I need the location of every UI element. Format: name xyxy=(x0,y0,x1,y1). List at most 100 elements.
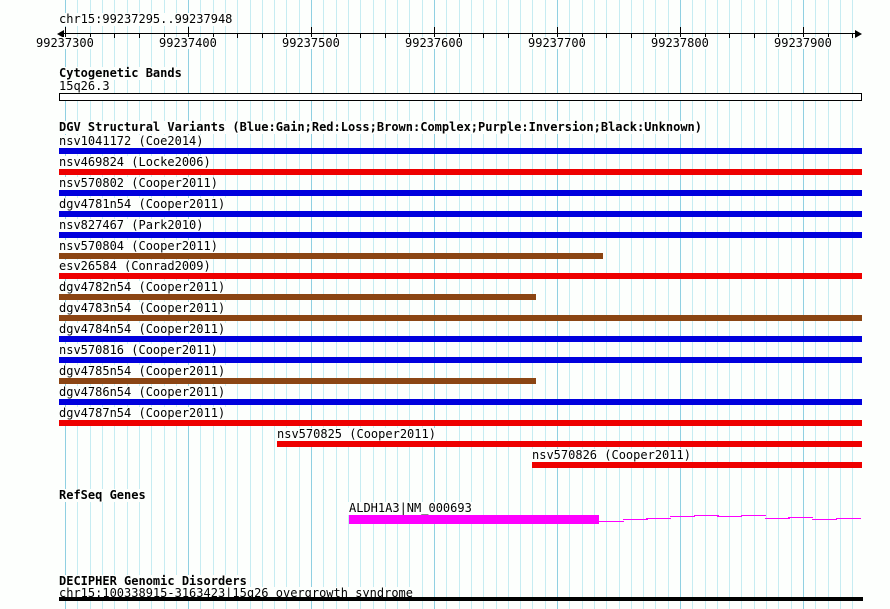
ruler-right-arrow-icon xyxy=(855,30,862,38)
ruler-minor-tick xyxy=(213,33,214,38)
grid-line-minor xyxy=(766,0,767,609)
variant-label[interactable]: dgv4785n54 (Cooper2011) xyxy=(58,364,227,378)
grid-line-minor xyxy=(840,0,841,609)
variant-bar[interactable] xyxy=(59,315,862,321)
grid-line-minor xyxy=(409,0,410,609)
variant-label[interactable]: dgv4782n54 (Cooper2011) xyxy=(58,280,227,294)
gene-tail-line[interactable] xyxy=(670,516,695,517)
ruler-minor-tick xyxy=(532,33,533,38)
variant-label[interactable]: nsv469824 (Locke2006) xyxy=(58,155,212,169)
variant-bar[interactable] xyxy=(59,420,862,426)
grid-line-minor xyxy=(360,0,361,609)
ruler-minor-tick xyxy=(754,33,755,38)
variant-label[interactable]: esv26584 (Conrad2009) xyxy=(58,259,212,273)
variant-label[interactable]: nsv570816 (Cooper2011) xyxy=(58,343,219,357)
grid-line-major xyxy=(311,0,312,609)
ruler-minor-tick xyxy=(582,33,583,38)
variant-label[interactable]: dgv4787n54 (Cooper2011) xyxy=(58,406,227,420)
ruler-minor-tick xyxy=(508,33,509,38)
gene-label[interactable]: ALDH1A3|NM_000693 xyxy=(348,501,473,515)
ruler-minor-tick xyxy=(729,33,730,38)
grid-line-minor xyxy=(508,0,509,609)
gene-tail-line[interactable] xyxy=(812,519,837,520)
ruler-left-arrow-icon xyxy=(57,30,64,38)
gene-cds-bar[interactable] xyxy=(349,515,599,524)
grid-line-major xyxy=(557,0,558,609)
grid-line-minor xyxy=(815,0,816,609)
grid-line-minor xyxy=(385,0,386,609)
variant-label[interactable]: nsv827467 (Park2010) xyxy=(58,218,205,232)
ruler-minor-tick xyxy=(385,33,386,38)
variant-bar[interactable] xyxy=(59,378,536,384)
variant-label[interactable]: nsv570826 (Cooper2011) xyxy=(531,448,692,462)
ruler-minor-tick xyxy=(483,33,484,38)
grid-line-minor xyxy=(250,0,251,609)
grid-line-minor xyxy=(631,0,632,609)
variant-bar[interactable] xyxy=(59,336,862,342)
grid-line-minor xyxy=(496,0,497,609)
grid-line-minor xyxy=(692,0,693,609)
grid-line-minor xyxy=(422,0,423,609)
gene-tail-line[interactable] xyxy=(836,518,861,519)
grid-line-minor xyxy=(446,0,447,609)
variant-label[interactable]: dgv4784n54 (Cooper2011) xyxy=(58,322,227,336)
ruler-major-tick xyxy=(434,27,435,37)
grid-line-minor xyxy=(852,0,853,609)
variant-bar[interactable] xyxy=(59,357,862,363)
variant-bar[interactable] xyxy=(59,294,536,300)
grid-line-minor xyxy=(532,0,533,609)
gene-tail-line[interactable] xyxy=(599,521,624,522)
variant-bar[interactable] xyxy=(59,399,862,405)
gene-tail-line[interactable] xyxy=(741,515,766,516)
grid-line-minor xyxy=(262,0,263,609)
variant-label[interactable]: nsv570802 (Cooper2011) xyxy=(58,176,219,190)
variant-label[interactable]: nsv570804 (Cooper2011) xyxy=(58,239,219,253)
ruler-minor-tick xyxy=(778,33,779,38)
gene-tail-line[interactable] xyxy=(623,519,648,520)
variant-bar[interactable] xyxy=(59,148,862,154)
ruler-minor-tick xyxy=(286,33,287,38)
gene-tail-line[interactable] xyxy=(788,517,813,518)
grid-line-minor xyxy=(373,0,374,609)
grid-line-minor xyxy=(643,0,644,609)
ruler-minor-tick xyxy=(262,33,263,38)
ruler-minor-tick xyxy=(459,33,460,38)
grid-line-minor xyxy=(323,0,324,609)
grid-line-major xyxy=(680,0,681,609)
ruler-minor-tick xyxy=(114,33,115,38)
gene-tail-line[interactable] xyxy=(694,515,719,516)
variant-bar[interactable] xyxy=(277,441,862,447)
variant-label[interactable]: dgv4781n54 (Cooper2011) xyxy=(58,197,227,211)
variant-bar[interactable] xyxy=(59,273,862,279)
cytoband-box xyxy=(59,93,862,101)
grid-line-minor xyxy=(754,0,755,609)
section-header-decipher: DECIPHER Genomic Disorders xyxy=(58,574,248,588)
variant-bar[interactable] xyxy=(59,169,862,175)
grid-line-minor xyxy=(397,0,398,609)
ruler-minor-tick xyxy=(828,33,829,38)
variant-bar[interactable] xyxy=(532,462,862,468)
variant-bar[interactable] xyxy=(59,232,862,238)
variant-label[interactable]: dgv4783n54 (Cooper2011) xyxy=(58,301,227,315)
ruler-tick-label: 99237900 xyxy=(774,36,832,50)
grid-line-minor xyxy=(471,0,472,609)
variant-label[interactable]: nsv1041172 (Coe2014) xyxy=(58,134,205,148)
grid-line-minor xyxy=(705,0,706,609)
variant-bar[interactable] xyxy=(59,253,603,259)
ruler-minor-tick xyxy=(90,33,91,38)
variant-label[interactable]: nsv570825 (Cooper2011) xyxy=(276,427,437,441)
region-title: chr15:99237295..99237948 xyxy=(58,12,234,26)
gene-tail-line[interactable] xyxy=(646,518,671,519)
grid-line-minor xyxy=(348,0,349,609)
variant-bar[interactable] xyxy=(59,190,862,196)
ruler-tick-label: 99237800 xyxy=(651,36,709,50)
variant-bar[interactable] xyxy=(59,211,862,217)
ruler-tick-label: 99237500 xyxy=(282,36,340,50)
variant-label[interactable]: dgv4786n54 (Cooper2011) xyxy=(58,385,227,399)
gene-tail-line[interactable] xyxy=(765,518,790,519)
gene-tail-line[interactable] xyxy=(717,516,742,517)
decipher-bar[interactable] xyxy=(59,597,863,601)
grid-line-minor xyxy=(483,0,484,609)
ruler-major-tick xyxy=(188,27,189,37)
